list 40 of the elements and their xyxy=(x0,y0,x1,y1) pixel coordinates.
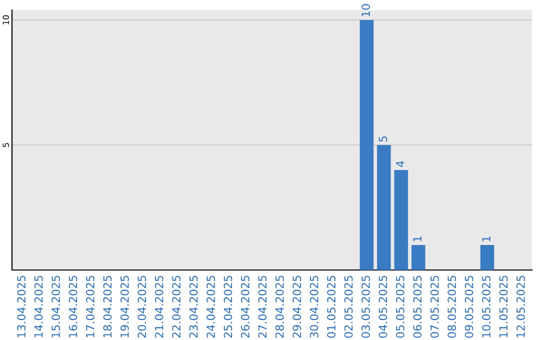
x-tick-label: 02.05.2025 xyxy=(344,276,353,338)
data-label: 10 xyxy=(362,4,370,16)
x-tick-label: 10.05.2025 xyxy=(482,276,490,338)
x-tick-label: 11.05.2025 xyxy=(499,276,508,338)
x-tick-label: 26.04.2025 xyxy=(240,276,250,338)
data-label: 1 xyxy=(482,236,490,242)
x-tick-label: 22.04.2025 xyxy=(172,276,181,338)
x-tick-label: 09.05.2025 xyxy=(464,276,474,338)
bar xyxy=(360,20,374,270)
x-tick-label: 14.04.2025 xyxy=(34,276,43,338)
x-tick-label: 30.04.2025 xyxy=(310,276,318,338)
data-label: 1 xyxy=(413,236,422,242)
bar xyxy=(411,245,426,270)
x-tick-label: 28.04.2025 xyxy=(275,276,284,338)
bar xyxy=(480,245,494,270)
x-tick-label: 16.04.2025 xyxy=(68,276,78,338)
x-tick-label: 17.04.2025 xyxy=(86,276,94,338)
x-tick-label: 04.05.2025 xyxy=(378,276,388,338)
bar xyxy=(394,170,408,270)
x-tick-label: 01.05.2025 xyxy=(327,276,336,338)
x-tick-label: 21.04.2025 xyxy=(154,276,164,338)
x-tick-label: 08.05.2025 xyxy=(448,276,456,338)
x-tick-label: 05.05.2025 xyxy=(396,276,404,338)
x-tick-label: 15.04.2025 xyxy=(52,276,60,338)
x-tick-label: 23.04.2025 xyxy=(189,276,198,338)
x-tick-label: 03.05.2025 xyxy=(362,276,370,338)
x-tick-label: 24.04.2025 xyxy=(206,276,215,338)
x-tick-label: 20.04.2025 xyxy=(138,276,146,338)
data-label: 4 xyxy=(396,161,404,167)
x-tick-label: 25.04.2025 xyxy=(224,276,232,338)
bar xyxy=(377,145,391,270)
x-tick-label: 12.05.2025 xyxy=(516,276,525,338)
x-tick-label: 13.04.2025 xyxy=(17,276,26,338)
x-tick-label: 19.04.2025 xyxy=(120,276,129,338)
x-tick-label: 07.05.2025 xyxy=(430,276,439,338)
x-tick-label: 27.04.2025 xyxy=(258,276,267,338)
x-tick-label: 29.04.2025 xyxy=(292,276,302,338)
x-tick-label: 06.05.2025 xyxy=(413,276,422,338)
data-label: 5 xyxy=(378,136,388,142)
x-tick-label: 18.04.2025 xyxy=(103,276,112,338)
